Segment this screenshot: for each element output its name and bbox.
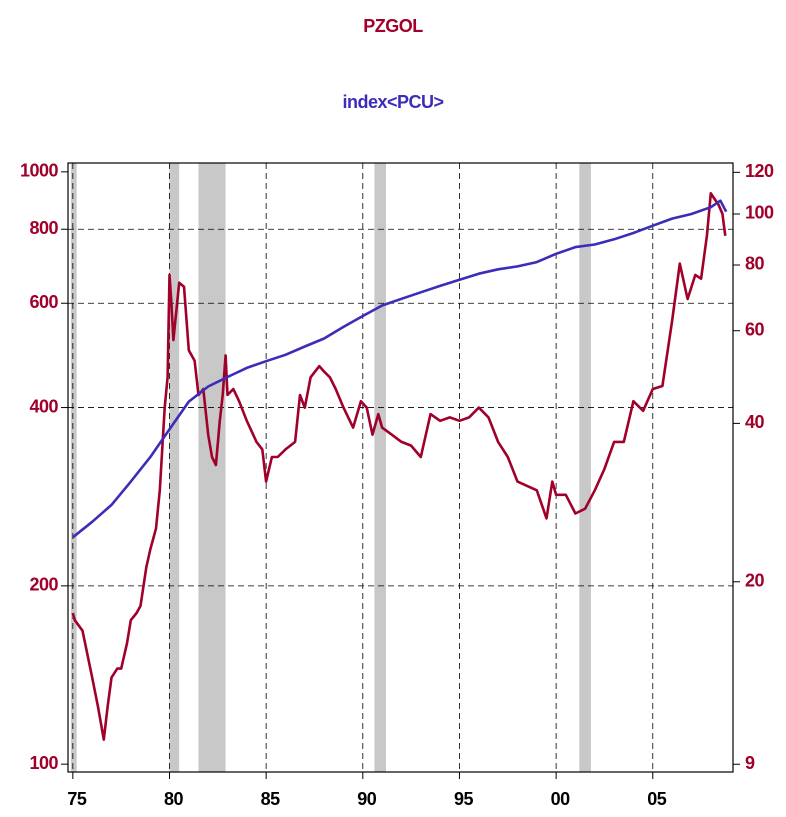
y2-tick-label: 60: [745, 319, 765, 339]
recession-shade: [70, 163, 77, 772]
y-tick-label: 600: [29, 292, 58, 312]
x-tick-label: 90: [357, 789, 377, 809]
x-tick-label: 85: [261, 789, 281, 809]
series-title: index<PCU>: [342, 92, 443, 112]
x-tick-label: 00: [551, 789, 571, 809]
y2-tick-label: 40: [745, 412, 765, 432]
x-tick-label: 80: [164, 789, 184, 809]
x-tick-label: 05: [647, 789, 667, 809]
y2-tick-label: 80: [745, 254, 765, 274]
y2-tick-label: 9: [745, 753, 755, 773]
x-tick-label: 95: [454, 789, 474, 809]
series-title: PZGOL: [363, 16, 423, 36]
recession-shade: [374, 163, 387, 772]
y-tick-label: 100: [29, 753, 58, 773]
y2-tick-label: 20: [745, 571, 765, 591]
y-tick-label: 400: [29, 396, 58, 416]
y-tick-label: 800: [29, 218, 58, 238]
y-tick-label: 200: [29, 575, 58, 595]
plot-frame: [67, 162, 734, 773]
recession-shade: [198, 163, 226, 772]
recession-shade: [169, 163, 180, 772]
series-line: [71, 192, 727, 741]
series-line: [71, 199, 728, 539]
y-tick-label: 1000: [20, 161, 59, 181]
x-tick-label: 75: [67, 789, 87, 809]
y2-tick-label: 100: [745, 203, 774, 223]
y2-tick-label: 120: [745, 161, 774, 181]
recession-shade: [579, 163, 591, 772]
